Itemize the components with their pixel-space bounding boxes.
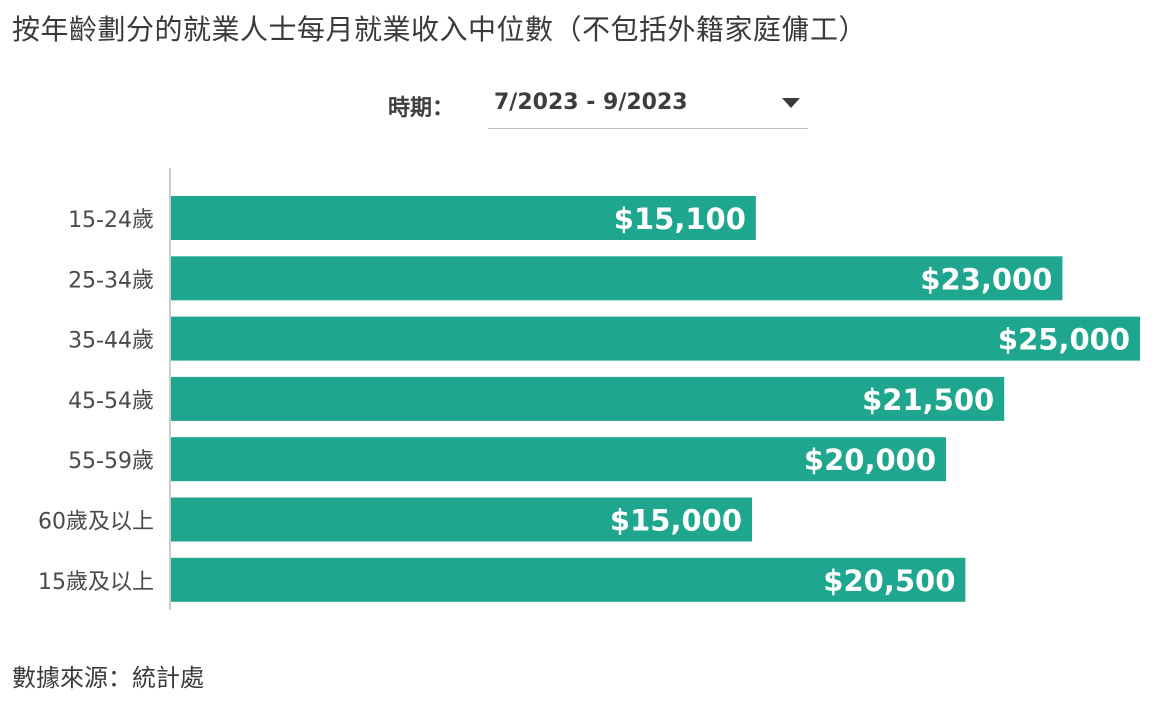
category-tick-label: 25-34歲 — [68, 268, 154, 293]
category-tick-label: 35-44歲 — [68, 329, 154, 354]
period-label: 時期： — [388, 96, 455, 121]
bar[interactable] — [171, 316, 1140, 361]
bar-value-label: $15,000 — [610, 504, 742, 538]
bar[interactable] — [171, 256, 1063, 301]
source-label: 數據來源： — [12, 664, 132, 692]
bar[interactable] — [171, 437, 946, 482]
source-value: 統計處 — [132, 664, 204, 692]
bar[interactable] — [171, 557, 966, 602]
period-filter: 時期： 7/2023 - 9/2023 — [388, 88, 808, 130]
bar-value-label: $23,000 — [920, 262, 1052, 296]
bar-value-label: $20,000 — [804, 443, 936, 477]
chevron-down-icon[interactable] — [782, 98, 800, 108]
category-tick-label: 15歲及以上 — [38, 570, 154, 595]
bar[interactable] — [171, 196, 756, 240]
category-tick-label: 45-54歲 — [68, 389, 154, 414]
bar-value-label: $20,500 — [823, 564, 955, 598]
bar-value-label: $15,100 — [614, 202, 746, 236]
bar-value-label: $25,000 — [998, 323, 1130, 357]
bar[interactable] — [171, 497, 752, 542]
bar-value-label: $21,500 — [862, 383, 994, 417]
data-source: 數據來源：統計處 — [12, 658, 204, 693]
bar[interactable] — [171, 376, 1005, 421]
period-dropdown[interactable]: 7/2023 - 9/2023 — [488, 88, 808, 129]
category-tick-label: 15-24歲 — [68, 208, 154, 233]
category-tick-label: 60歲及以上 — [38, 510, 154, 535]
period-selected-value: 7/2023 - 9/2023 — [494, 90, 688, 115]
chart-title: 按年齡劃分的就業人士每月就業收入中位數（不包括外籍家庭傭工） — [12, 13, 868, 46]
category-tick-label: 55-59歲 — [68, 449, 154, 474]
